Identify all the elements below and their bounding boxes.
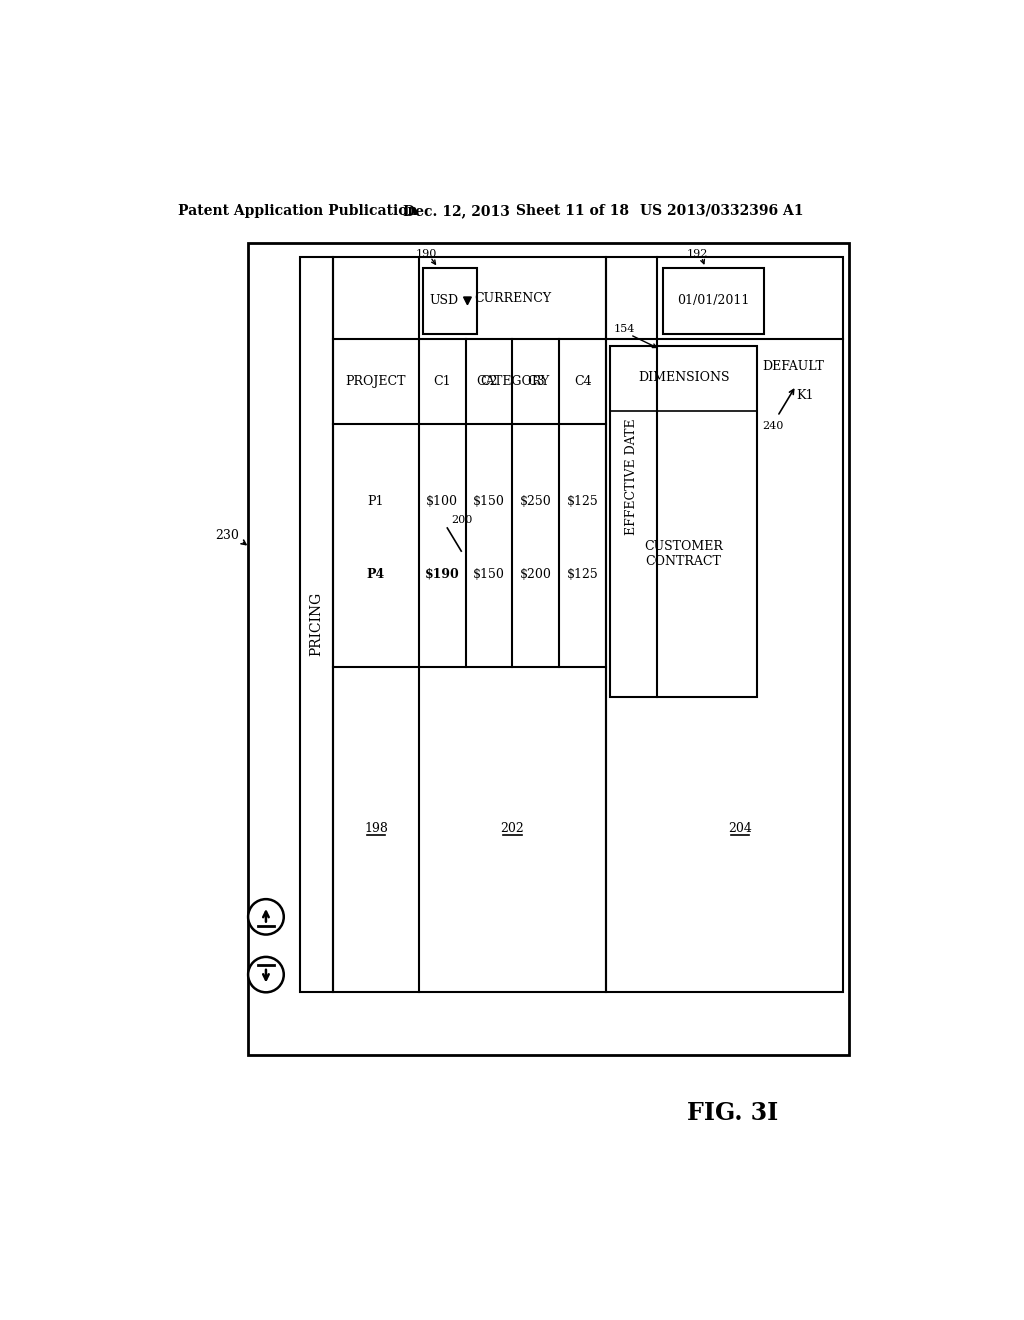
Text: Patent Application Publication: Patent Application Publication (178, 203, 418, 218)
Text: $125: $125 (567, 568, 599, 581)
Text: Sheet 11 of 18: Sheet 11 of 18 (515, 203, 629, 218)
Text: US 2013/0332396 A1: US 2013/0332396 A1 (640, 203, 803, 218)
Text: 240: 240 (762, 421, 783, 432)
Text: PRICING: PRICING (309, 593, 324, 656)
Polygon shape (464, 297, 471, 305)
Text: $200: $200 (520, 568, 552, 581)
Text: 202: 202 (501, 822, 524, 834)
Bar (663, 268, 764, 334)
Text: $250: $250 (520, 495, 552, 508)
Text: P1: P1 (368, 495, 384, 508)
Bar (610, 346, 758, 697)
Text: FIG. 3I: FIG. 3I (687, 1101, 778, 1125)
Text: 01/01/2011: 01/01/2011 (677, 294, 750, 308)
Text: USD: USD (430, 294, 459, 308)
Bar (300, 257, 334, 991)
Text: Dec. 12, 2013: Dec. 12, 2013 (403, 203, 510, 218)
Circle shape (248, 899, 284, 935)
Text: EFFECTIVE DATE: EFFECTIVE DATE (625, 418, 638, 536)
Text: PROJECT: PROJECT (346, 375, 407, 388)
Text: C3: C3 (527, 375, 545, 388)
Text: $190: $190 (425, 568, 460, 581)
Text: C2: C2 (480, 375, 498, 388)
Text: $100: $100 (426, 495, 458, 508)
Text: 190: 190 (416, 249, 437, 259)
Circle shape (248, 957, 284, 993)
Text: 230: 230 (215, 529, 239, 543)
Text: CUSTOMER
CONTRACT: CUSTOMER CONTRACT (644, 540, 723, 568)
Text: 198: 198 (365, 822, 388, 834)
Text: C1: C1 (433, 375, 451, 388)
Text: CURRENCY: CURRENCY (474, 292, 551, 305)
Text: $125: $125 (567, 495, 599, 508)
Text: P4: P4 (367, 568, 385, 581)
Text: CATEGORY: CATEGORY (476, 375, 549, 388)
Text: 204: 204 (728, 822, 752, 834)
Text: 154: 154 (613, 323, 635, 334)
Text: 200: 200 (452, 515, 472, 525)
Text: $150: $150 (473, 568, 505, 581)
Text: DIMENSIONS: DIMENSIONS (638, 371, 729, 384)
Text: K1: K1 (796, 389, 813, 403)
Text: 192: 192 (687, 249, 709, 259)
Bar (423, 268, 477, 334)
Text: $150: $150 (473, 495, 505, 508)
Text: C4: C4 (573, 375, 592, 388)
Text: DEFAULT: DEFAULT (762, 360, 824, 372)
Bar (334, 257, 606, 991)
Bar (248, 243, 849, 1056)
Bar (606, 257, 843, 991)
